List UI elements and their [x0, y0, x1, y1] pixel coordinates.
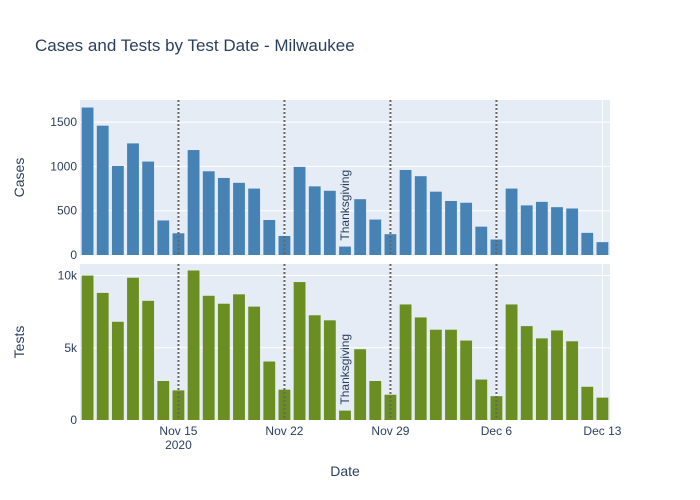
bar-tests [81, 275, 94, 420]
y-tick-label: 1000 [50, 159, 77, 173]
y-tick-label: 500 [57, 204, 77, 218]
chart-panels: 0 500 1000 1500 Thanksgiving Cases 0 5k 10k Thank… [11, 100, 610, 427]
bar-tests [323, 320, 336, 420]
y-axis-title: Tests [11, 326, 27, 359]
bar-cases [475, 226, 488, 255]
bar-tests [263, 361, 276, 420]
bar-tests [308, 315, 321, 420]
bar-tests [293, 282, 306, 420]
bar-cases [369, 219, 382, 255]
x-tick-label: Dec 13 [583, 424, 621, 438]
bar-cases [460, 202, 473, 255]
bar-tests [202, 295, 215, 420]
y-tick-label: 5k [64, 341, 78, 355]
bar-cases [308, 186, 321, 255]
bar-cases [323, 190, 336, 255]
bar-cases [445, 200, 457, 255]
bar-tests [217, 303, 230, 420]
bar-cases [596, 242, 609, 255]
panel-tests: 0 5k 10k Thanksgiving Tests [11, 264, 610, 427]
bar-tests [551, 330, 563, 420]
bar-tests [535, 338, 548, 420]
bar-tests [429, 329, 442, 420]
bar-tests [581, 386, 594, 420]
bar-tests [142, 300, 155, 420]
y-axis-title: Cases [11, 158, 27, 198]
bar-tests [445, 329, 457, 420]
bar-cases [566, 208, 579, 255]
bar-cases [81, 107, 94, 256]
bar-cases [520, 205, 533, 255]
x-tick-label: Nov 15 [159, 424, 197, 438]
bar-tests [384, 394, 397, 420]
x-tick-year-label: 2020 [165, 438, 192, 452]
x-axis-title: Date [330, 463, 360, 479]
bar-tests [520, 326, 533, 420]
bar-tests [157, 381, 170, 420]
bar-cases [551, 207, 563, 255]
bar-tests [111, 321, 124, 420]
x-tick-label: Nov 29 [371, 424, 409, 438]
bar-tests [460, 340, 473, 420]
bar-cases [187, 150, 200, 255]
bar-cases [111, 165, 124, 255]
y-tick-label: 0 [70, 248, 77, 262]
thanksgiving-annotation: Thanksgiving [338, 170, 352, 241]
bar-tests [233, 294, 245, 420]
bar-cases [127, 143, 139, 255]
bar-cases [429, 191, 442, 255]
bar-cases [535, 201, 548, 255]
bar-cases [248, 188, 261, 255]
bar-tests [505, 304, 518, 420]
bar-tests [248, 306, 261, 420]
bar-cases [233, 182, 245, 255]
bar-cases [354, 199, 367, 255]
bar-cases [157, 220, 170, 255]
bar-cases [399, 169, 412, 255]
bar-tests [187, 270, 200, 420]
y-tick-label: 1500 [50, 115, 77, 129]
bar-cases [581, 232, 594, 255]
bar-tests [475, 379, 488, 420]
bar-cases [142, 161, 155, 255]
bar-cases [202, 171, 215, 255]
thanksgiving-annotation: Thanksgiving [338, 334, 352, 405]
bar-tests [96, 292, 109, 420]
bar-tests [414, 317, 427, 420]
bar-tests [354, 349, 367, 420]
bar-cases [414, 176, 427, 255]
y-tick-label: 10k [58, 269, 78, 283]
bar-tests [566, 341, 579, 420]
bar-tests [339, 410, 351, 420]
x-tick-label: Dec 6 [481, 424, 513, 438]
bar-cases [490, 239, 503, 255]
y-tick-label: 0 [70, 413, 77, 427]
bar-cases [339, 246, 351, 255]
bar-cases [505, 188, 518, 255]
bar-tests [127, 277, 139, 420]
chart-title: Cases and Tests by Test Date - Milwaukee [35, 36, 355, 55]
panel-cases: 0 500 1000 1500 Thanksgiving Cases [11, 100, 610, 262]
bar-tests [399, 304, 412, 420]
bar-cases [217, 177, 230, 255]
bar-cases [96, 125, 109, 255]
x-tick-label: Nov 22 [265, 424, 303, 438]
bar-cases [263, 220, 276, 255]
bar-cases [293, 166, 306, 255]
bar-tests [369, 381, 382, 420]
bar-tests [596, 397, 609, 420]
